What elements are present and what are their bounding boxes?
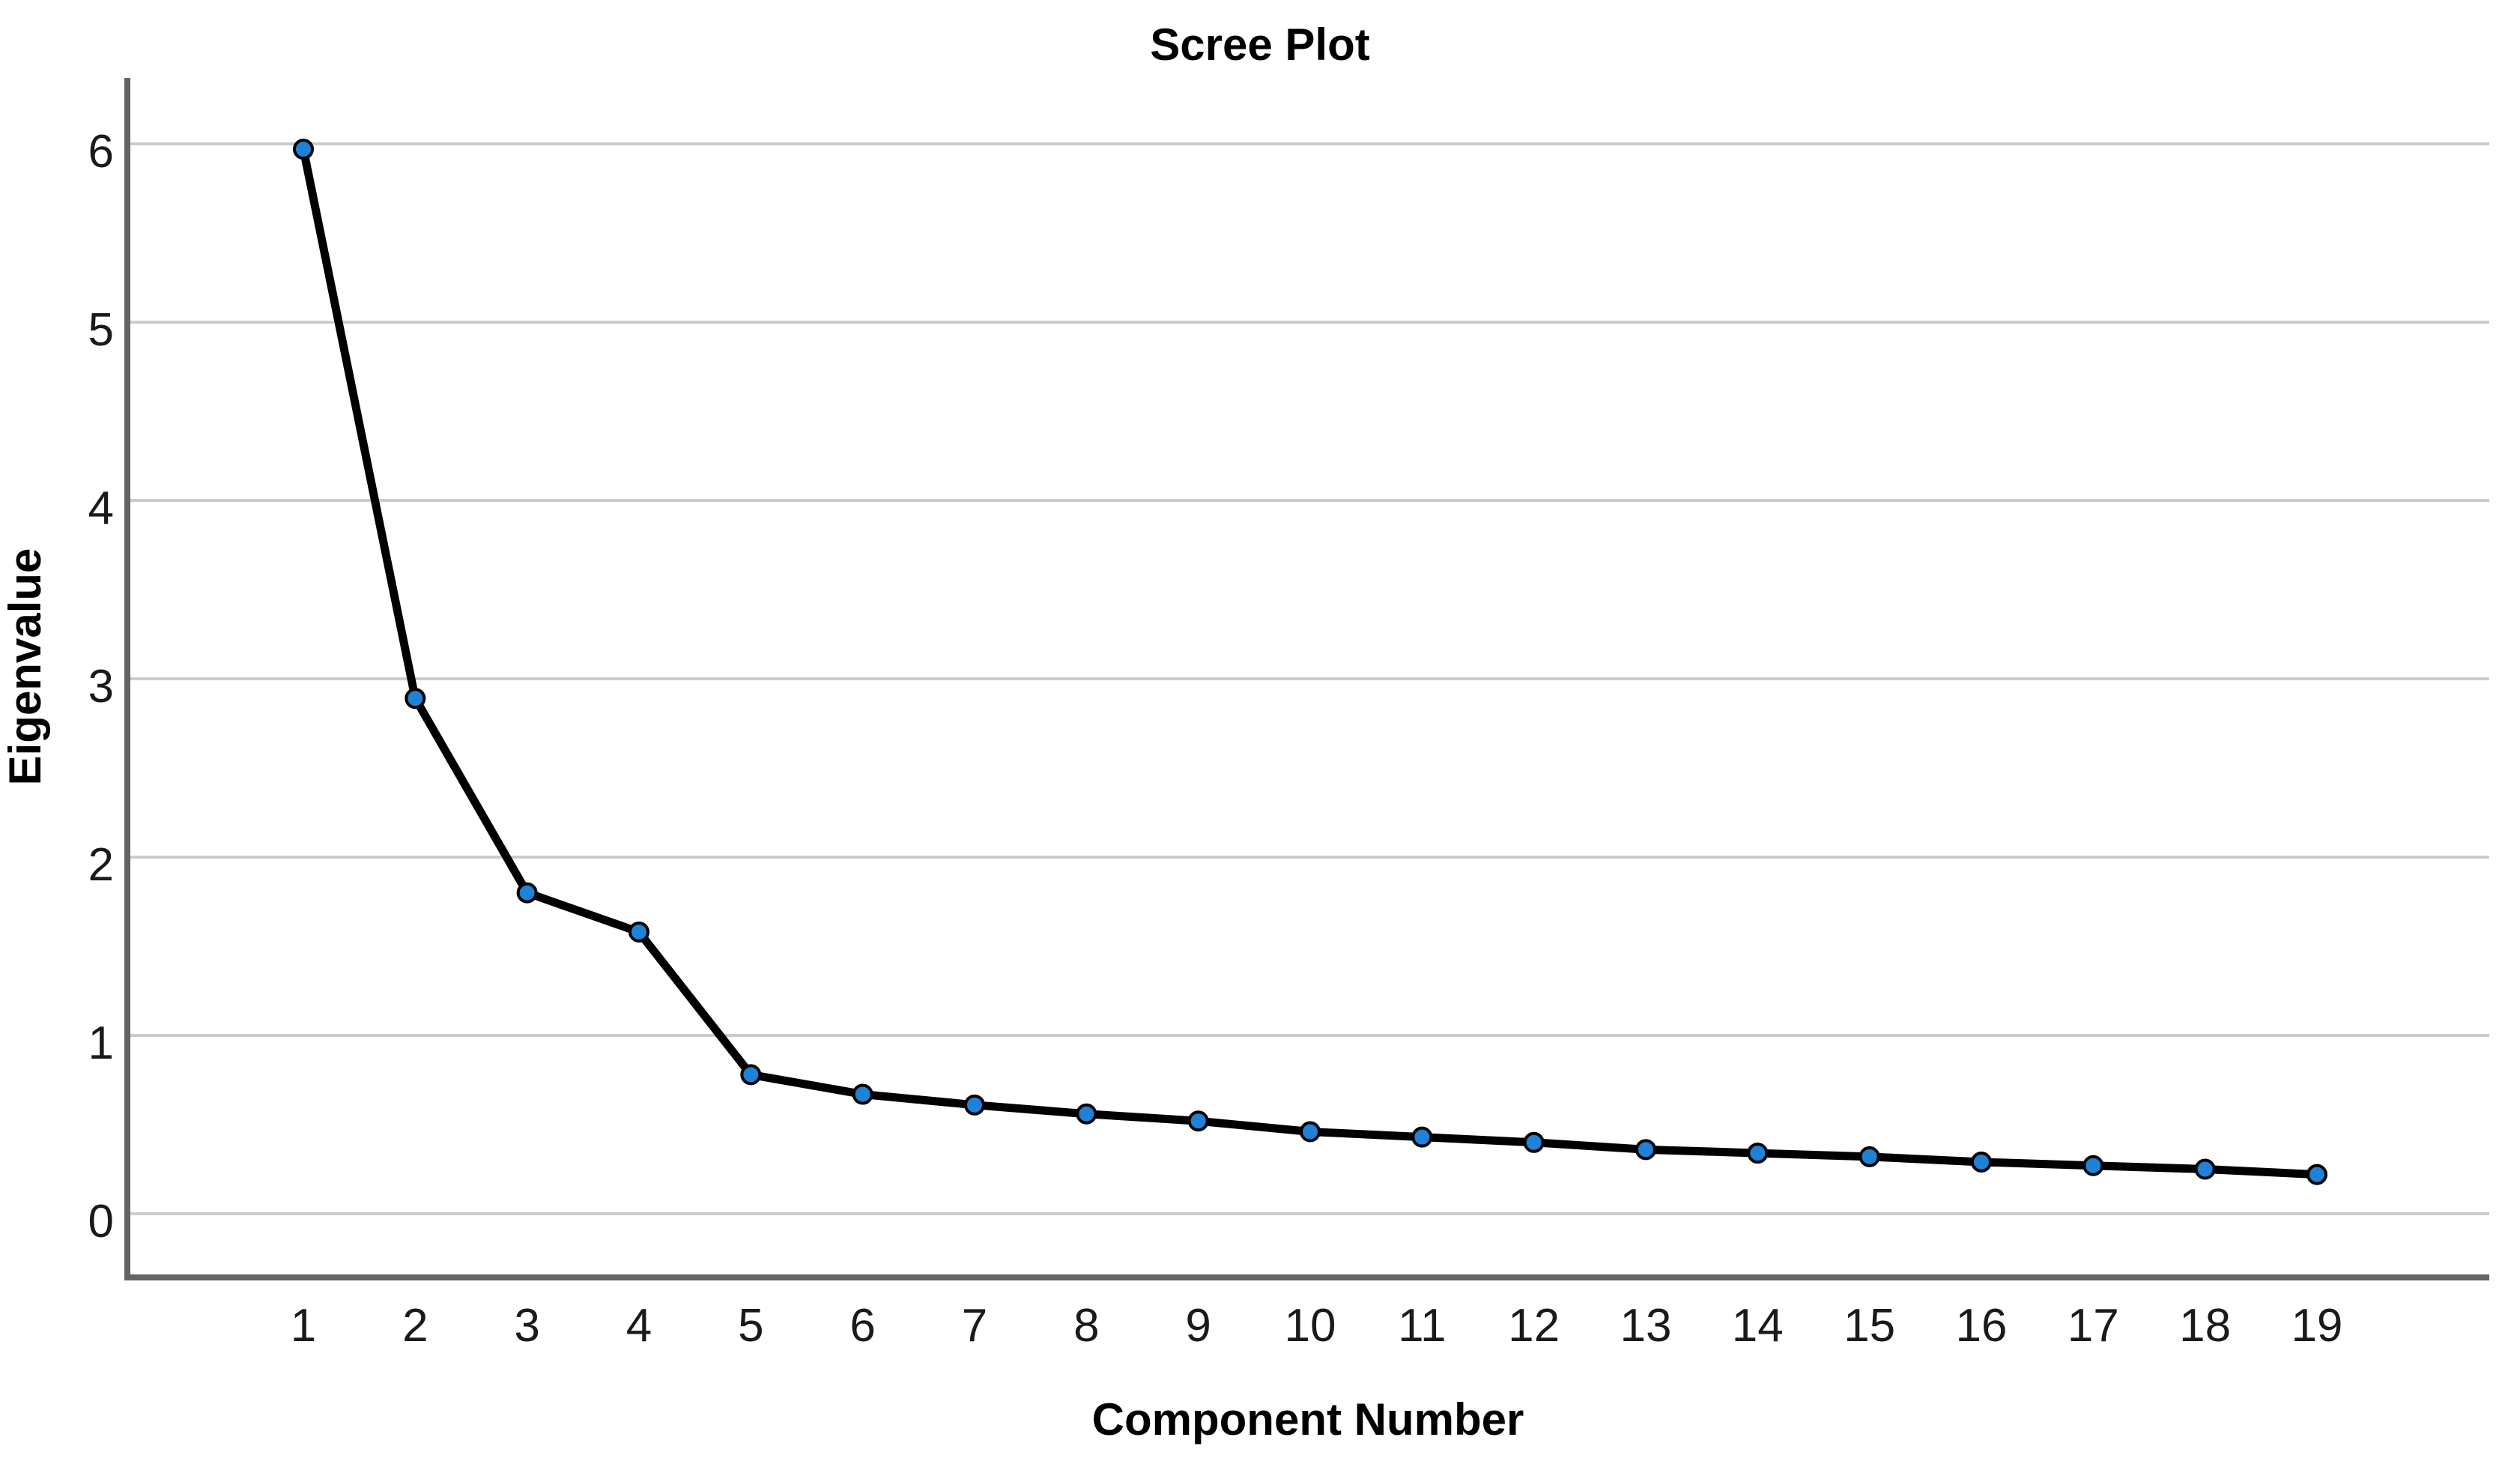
data-point [1859,1146,1880,1167]
x-tick-label: 3 [514,1300,539,1352]
x-tick-label: 16 [1955,1300,2007,1352]
data-point [1299,1121,1321,1143]
x-tick-label: 1 [291,1300,316,1352]
data-point [1970,1151,1992,1173]
x-tick-label: 18 [2179,1300,2231,1352]
x-tick-label: 5 [738,1300,763,1352]
y-tick-label: 1 [88,1017,114,1069]
data-point [293,139,314,160]
x-tick-label: 4 [626,1300,652,1352]
data-point [1187,1110,1209,1132]
x-tick-label: 2 [402,1300,428,1352]
y-tick-label: 2 [88,839,114,891]
y-axis-title: Eigenvalue [0,548,50,786]
x-tick-label: 7 [962,1300,987,1352]
x-tick-label: 15 [1844,1300,1895,1352]
x-axis-title: Component Number [1092,1394,1524,1445]
data-point [1411,1126,1433,1148]
data-point [1635,1139,1656,1161]
eigenvalue-line [299,145,2321,1179]
data-point [1076,1103,1097,1125]
data-point [963,1094,985,1116]
data-point [2194,1158,2216,1180]
x-tick-label: 11 [1398,1300,1446,1352]
x-tick-label: 19 [2291,1300,2342,1352]
data-point [740,1064,762,1086]
x-tick-label: 12 [1508,1300,1560,1352]
data-point [1523,1131,1545,1153]
y-tick-label: 4 [88,483,114,534]
y-tick-label: 5 [88,304,114,356]
data-point [2083,1155,2104,1176]
x-tick-label: 10 [1284,1300,1336,1352]
data-point [1747,1143,1769,1164]
data-point [516,882,538,904]
data-point [852,1083,873,1105]
x-tick-label: 13 [1620,1300,1671,1352]
y-tick-label: 6 [88,126,114,178]
x-tick-label: 8 [1073,1300,1099,1352]
data-point [405,688,426,710]
y-tick-label: 0 [88,1196,114,1247]
chart-title: Scree Plot [1150,19,1369,70]
x-tick-label: 17 [2068,1300,2119,1352]
x-tick-label: 9 [1185,1300,1211,1352]
y-tick-label: 3 [88,661,114,713]
x-tick-label: 14 [1732,1300,1784,1352]
data-point [2306,1164,2327,1185]
data-point [628,921,649,943]
x-tick-label: 6 [849,1300,875,1352]
